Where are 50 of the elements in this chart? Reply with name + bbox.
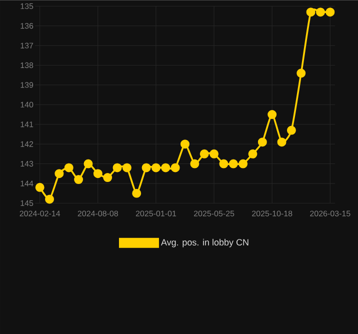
point	[238, 159, 248, 168]
point	[316, 8, 325, 16]
point	[228, 159, 238, 168]
point	[296, 68, 306, 78]
point	[190, 159, 200, 168]
y-tick-label: 135	[20, 3, 34, 9]
x-tick-label: 2025-10-18	[252, 210, 292, 216]
y-tick-label: 139	[20, 82, 34, 88]
point	[74, 174, 84, 184]
point	[103, 172, 112, 182]
x-tick-label: 2025-01-01	[136, 210, 176, 216]
point	[93, 169, 102, 178]
y-tick-label: 138	[20, 62, 34, 68]
line-series	[35, 8, 335, 204]
point	[286, 126, 296, 135]
point	[258, 138, 267, 147]
point	[132, 188, 142, 198]
point	[112, 163, 122, 172]
y-tick-label: 145	[20, 200, 34, 206]
point	[45, 194, 54, 204]
x-tick-label: 2024-08-08	[78, 210, 118, 216]
point	[248, 149, 258, 158]
point	[180, 139, 190, 148]
y-tick-label: 142	[20, 141, 34, 147]
point	[142, 163, 151, 172]
y-tick-label: 136	[20, 22, 34, 29]
point	[35, 182, 44, 192]
x-tick-label: 2026-03-15	[310, 210, 350, 216]
point	[151, 163, 160, 172]
point	[277, 138, 286, 147]
y-tick-label: 137	[20, 42, 34, 48]
point	[84, 159, 93, 168]
point	[64, 163, 74, 172]
y-tick-label: 143	[20, 160, 34, 167]
point	[326, 8, 335, 16]
y-tick-label: 140	[20, 102, 34, 108]
x-tick-label: 2025-05-25	[194, 210, 234, 216]
legend-label: Avg. pos. in lobby CN	[160, 238, 248, 248]
y-tick-label: 141	[20, 122, 34, 128]
point	[122, 163, 132, 172]
point	[219, 159, 228, 168]
point	[54, 169, 64, 178]
point	[306, 8, 316, 16]
y-tick-label: 144	[20, 180, 34, 186]
point	[210, 149, 219, 158]
point	[200, 149, 209, 158]
x-tick-label: 2024-02-14	[20, 210, 60, 216]
point	[268, 110, 277, 119]
point	[161, 163, 170, 172]
point	[170, 163, 180, 172]
